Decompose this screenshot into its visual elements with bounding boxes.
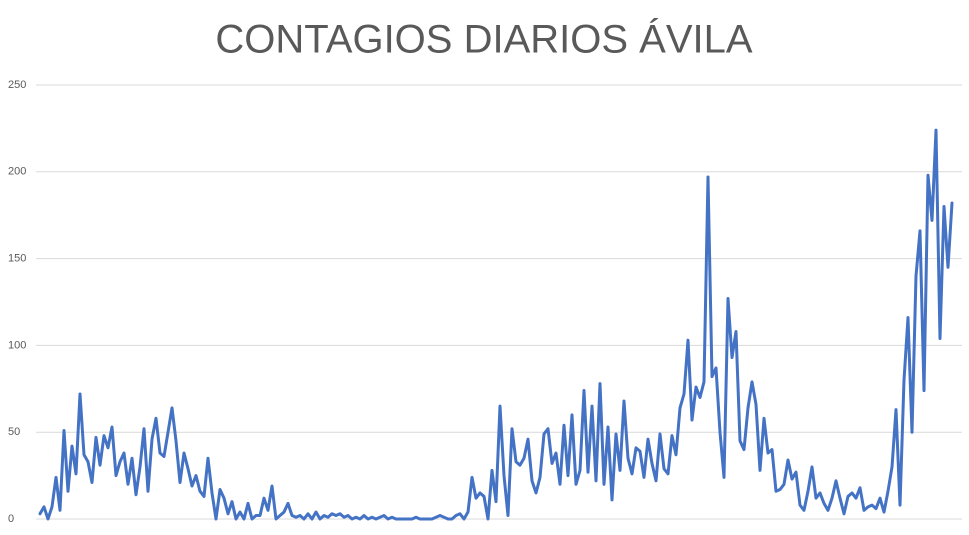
y-tick-label: 200: [8, 166, 26, 178]
y-tick-label: 100: [8, 339, 26, 351]
y-tick-label: 0: [8, 513, 14, 525]
data-line: [38, 128, 954, 521]
y-tick-label: 150: [8, 253, 26, 265]
chart-title: CONTAGIOS DIARIOS ÁVILA: [215, 17, 752, 62]
y-tick-label: 250: [8, 79, 26, 91]
y-tick-label: 50: [8, 426, 20, 438]
